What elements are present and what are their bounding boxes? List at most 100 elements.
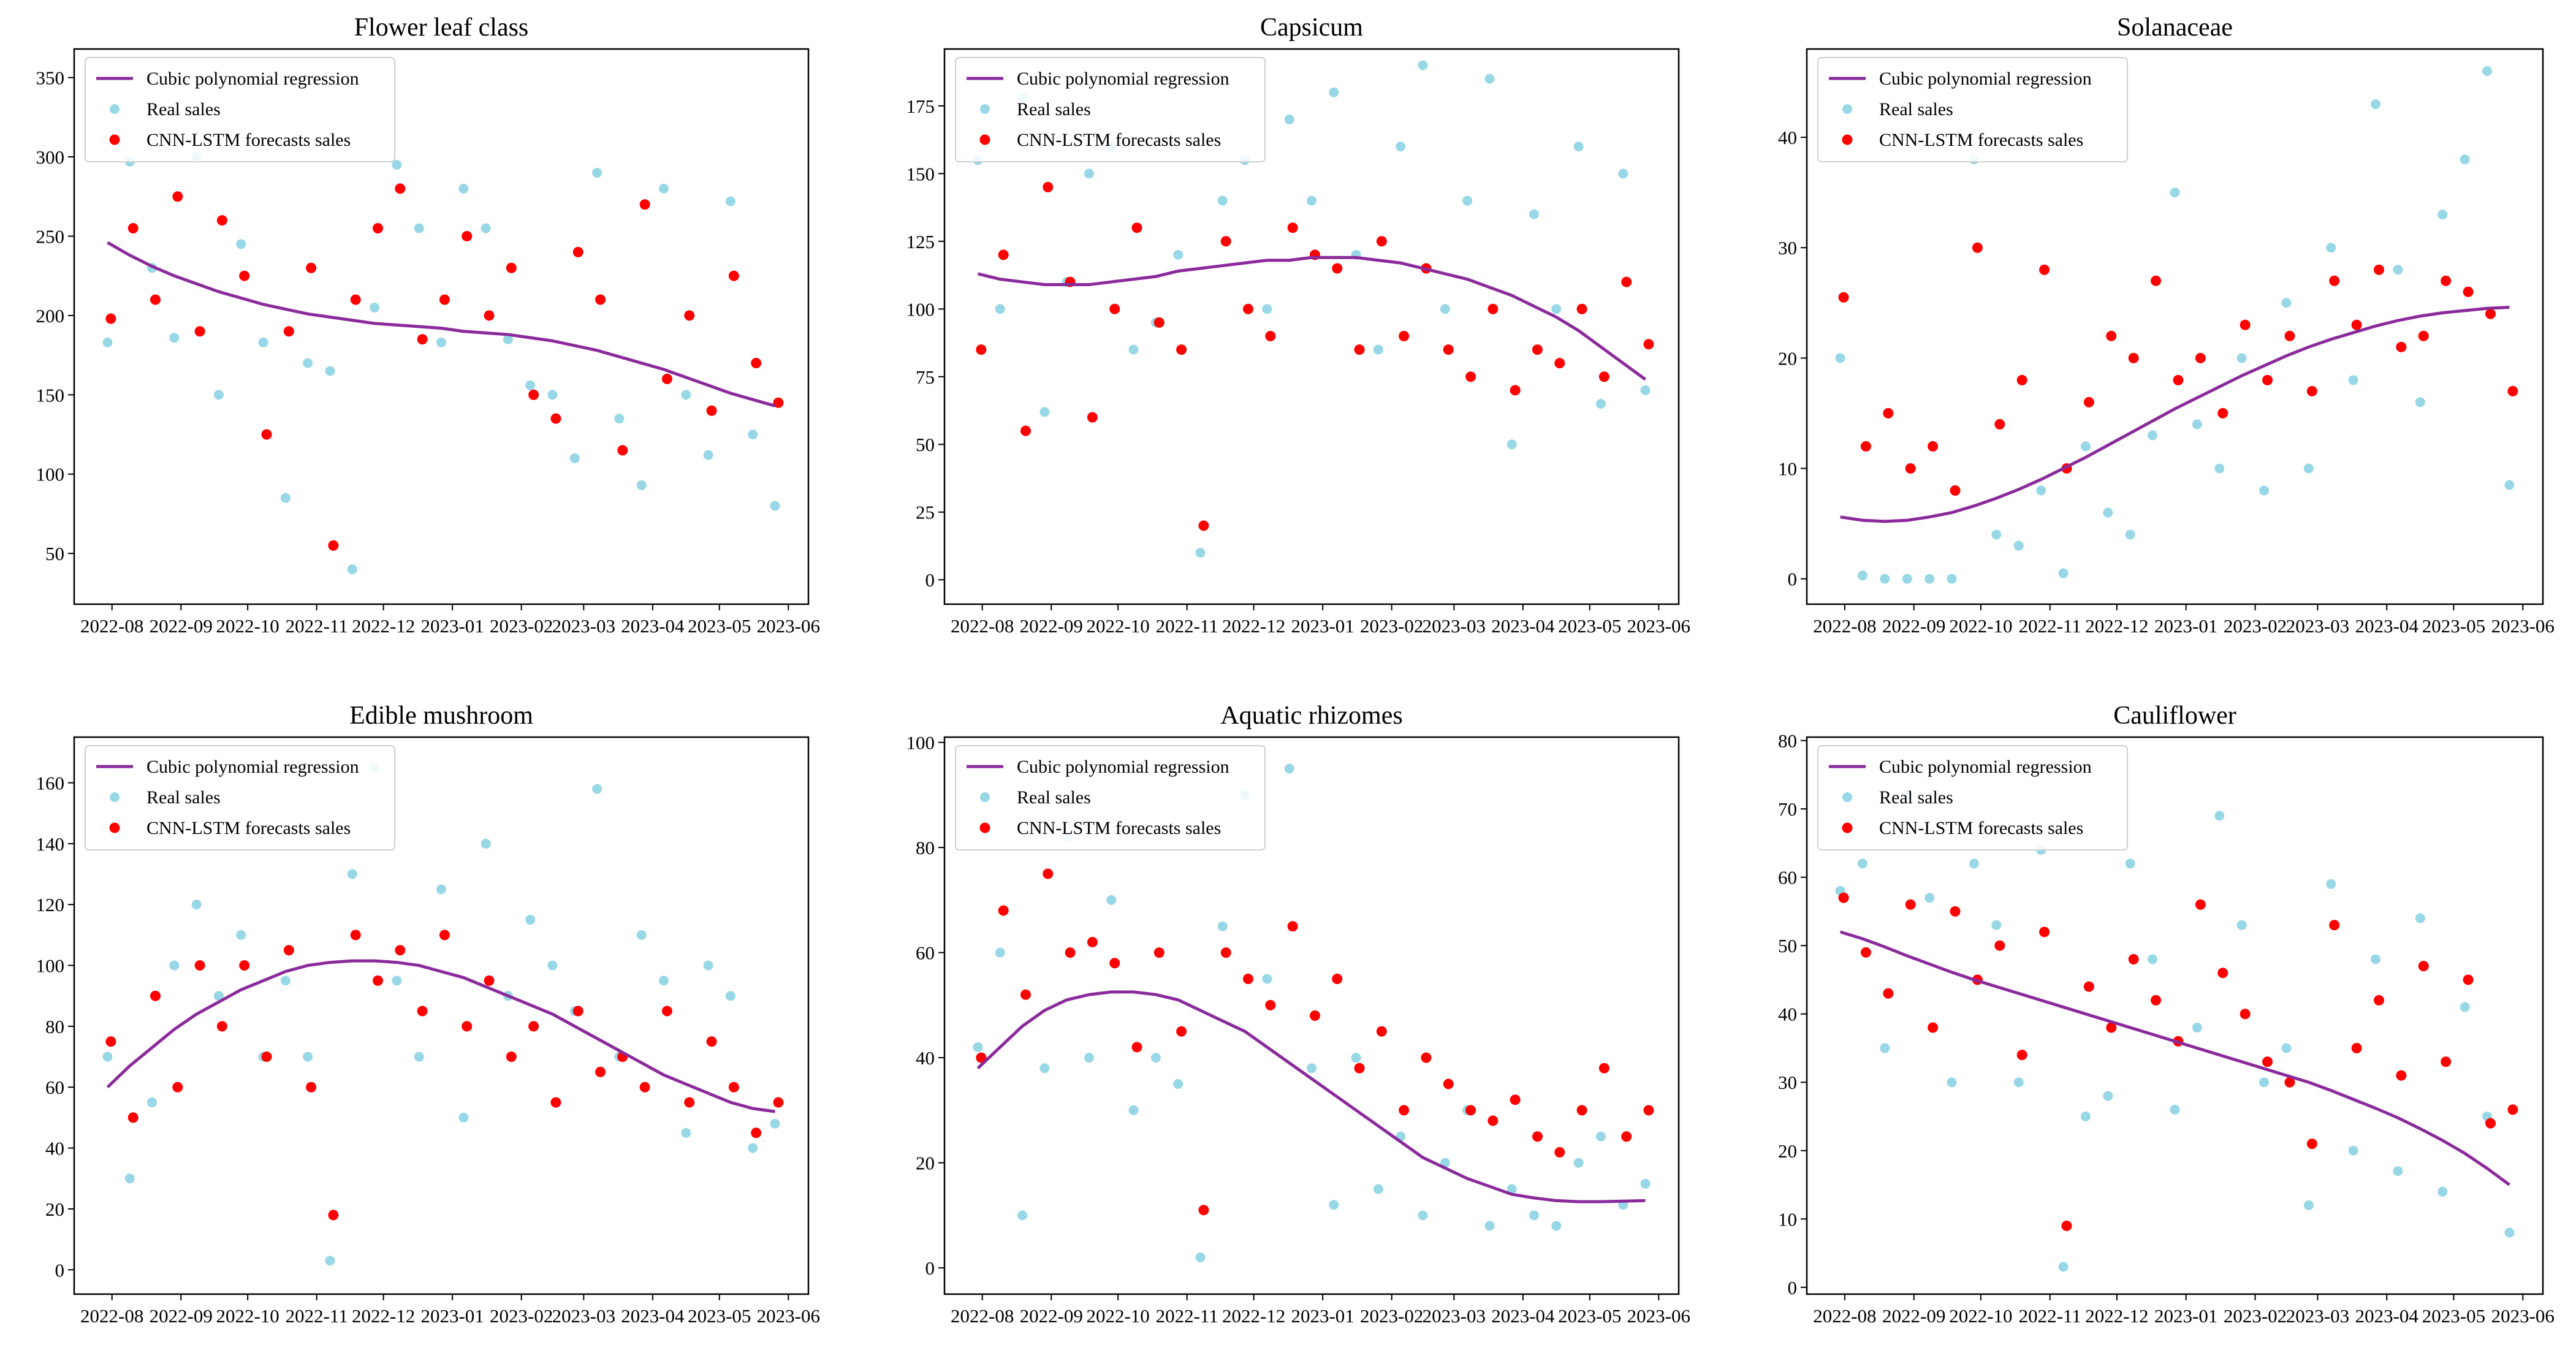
y-tick-label: 350 — [36, 67, 65, 89]
real-sales-point — [1084, 169, 1094, 179]
forecast-point — [1354, 344, 1365, 355]
plot-frame — [1806, 48, 2544, 605]
real-sales-point — [525, 380, 536, 390]
y-tick-label: 20 — [45, 1199, 64, 1220]
x-tick-label: 2023-06 — [757, 1305, 820, 1327]
real-sales-point — [1595, 1131, 1606, 1142]
forecast-point — [506, 262, 517, 273]
real-sales-point — [995, 304, 1005, 314]
forecast-point — [2106, 330, 2117, 341]
forecast-point — [528, 1021, 539, 1032]
legend-real-label: Real sales — [146, 99, 221, 119]
forecast-point — [2061, 1220, 2072, 1231]
forecast-point — [150, 294, 161, 305]
real-sales-point — [748, 430, 758, 440]
real-sales-point — [1880, 1043, 1890, 1053]
forecast-point — [283, 945, 294, 956]
forecast-point — [1243, 973, 1254, 984]
legend-real-label: Real sales — [1017, 787, 1091, 808]
forecast-point — [2284, 330, 2295, 341]
forecast-point — [1838, 892, 1849, 903]
chart-title: Edible mushroom — [349, 702, 533, 730]
x-tick-label: 2023-04 — [2355, 1305, 2419, 1327]
real-sales-point — [703, 960, 713, 971]
real-sales-point — [1902, 574, 1912, 584]
real-sales-point — [147, 1097, 158, 1108]
real-sales-point — [2103, 507, 2113, 518]
forecast-point — [1421, 1052, 1432, 1063]
x-tick-label: 2022-09 — [1020, 1305, 1083, 1327]
forecast-point — [306, 1082, 317, 1093]
legend-real-swatch — [1842, 104, 1852, 114]
legend-forecast-swatch — [979, 822, 990, 833]
y-tick-label: 100 — [906, 298, 935, 320]
real-sales-point — [2371, 954, 2381, 964]
x-tick-label: 2023-03 — [2286, 615, 2349, 637]
real-sales-point — [2125, 858, 2135, 869]
real-sales-point — [1039, 407, 1050, 417]
forecast-point — [1838, 292, 1849, 303]
real-sales-point — [1991, 529, 2002, 540]
forecast-point — [2217, 968, 2228, 979]
real-sales-point — [1640, 1178, 1651, 1189]
real-sales-point — [2460, 1002, 2470, 1012]
x-tick-label: 2022-08 — [80, 615, 143, 637]
x-tick-label: 2023-04 — [1491, 1305, 1555, 1327]
subplot-capsicum: Capsicum 0 25 50 75 100 125 150 175 2022-08 2022-0… — [906, 13, 1690, 637]
legend-regression-label: Cubic polynomial regression — [1879, 69, 2092, 89]
x-tick-label: 2022-09 — [150, 615, 213, 637]
y-tick-label: 80 — [916, 837, 935, 858]
x-tick-label: 2022-12 — [1222, 615, 1285, 637]
x-tick-label: 2023-03 — [552, 1305, 615, 1327]
real-sales-point — [2214, 811, 2225, 821]
x-tick-label: 2022-10 — [1086, 615, 1149, 637]
real-sales-point — [1947, 1077, 1957, 1088]
real-sales-point — [2013, 1077, 2024, 1088]
y-tick-label: 20 — [916, 1153, 935, 1174]
legend: Cubic polynomial regression Real sales CNN… — [1817, 745, 2128, 851]
forecast-point — [1510, 1094, 1521, 1105]
real-sales-point — [2170, 188, 2180, 198]
forecast-point — [2128, 352, 2139, 363]
x-tick-label: 2023-05 — [1558, 1305, 1621, 1327]
forecast-point — [639, 1082, 650, 1093]
forecast-point — [417, 1006, 428, 1017]
forecast-point — [684, 310, 695, 321]
x-tick-label: 2022-10 — [216, 615, 279, 637]
real-sales-point — [1573, 142, 1584, 152]
forecast-point — [1065, 947, 1076, 958]
x-tick-label: 2023-02 — [490, 1305, 553, 1327]
x-tick-label: 2022-10 — [1949, 615, 2012, 637]
x-tick-label: 2022-08 — [1813, 1305, 1876, 1327]
x-tick-label: 2022-09 — [1020, 615, 1083, 637]
real-sales-point — [1307, 195, 1316, 206]
x-tick-label: 2023-01 — [2154, 615, 2217, 637]
real-sales-point — [973, 1042, 983, 1052]
forecast-point — [1621, 1131, 1632, 1142]
real-sales-point — [2125, 529, 2135, 540]
x-tick-label: 2022-09 — [150, 1305, 213, 1327]
legend-forecast-swatch — [1842, 134, 1853, 145]
forecast-point — [1399, 330, 1410, 341]
forecast-point — [1487, 1115, 1499, 1126]
y-tick-label: 0 — [1788, 1277, 1798, 1298]
x-tick-label: 2023-03 — [552, 615, 615, 637]
legend: Cubic polynomial regression Real sales CNN… — [955, 745, 1266, 851]
forecast-point — [395, 183, 406, 194]
legend-regression-label: Cubic polynomial regression — [146, 69, 359, 89]
y-tick-label: 100 — [36, 955, 65, 977]
legend-real-label: Real sales — [1017, 99, 1091, 119]
forecast-point — [2240, 319, 2251, 330]
forecast-point — [1265, 999, 1276, 1010]
x-tick-label: 2023-06 — [2491, 615, 2555, 637]
forecast-point — [1994, 940, 2005, 951]
x-tick-label: 2023-02 — [1360, 615, 1423, 637]
forecast-point — [751, 358, 762, 369]
y-tick-label: 250 — [36, 225, 65, 247]
y-tick-label: 40 — [916, 1047, 935, 1069]
forecast-point — [439, 930, 450, 941]
legend: Cubic polynomial regression Real sales CNN… — [955, 57, 1266, 162]
legend-forecast-swatch — [109, 822, 120, 833]
real-sales-point — [2148, 954, 2158, 964]
y-tick-label: 40 — [1778, 127, 1797, 148]
